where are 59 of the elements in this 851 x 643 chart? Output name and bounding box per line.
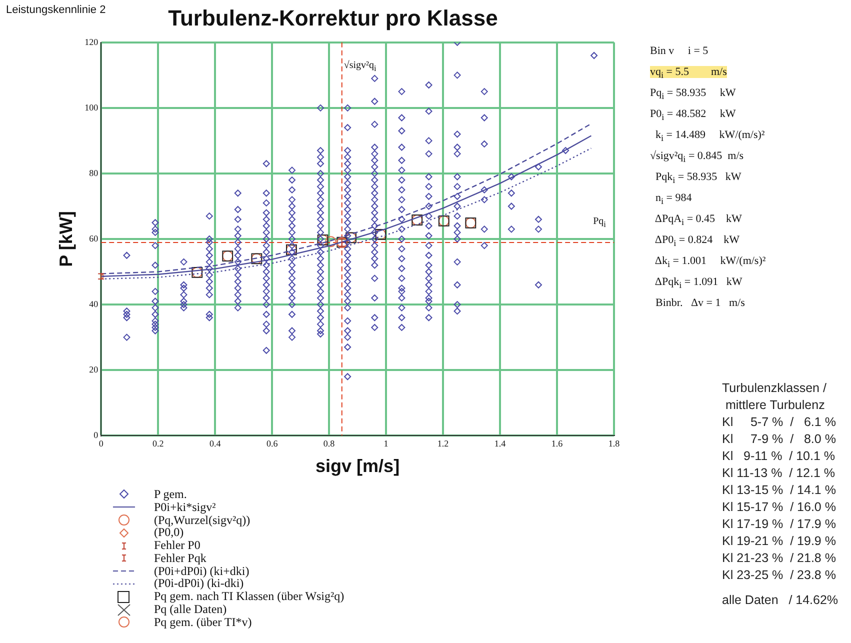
x-tick-label: 1.4 <box>494 438 506 448</box>
y-axis-title: P [kW] <box>56 211 76 267</box>
y-tick-label: 100 <box>84 102 99 112</box>
x-axis-title: sigv [m/s] <box>316 456 400 476</box>
y-tick-label: 20 <box>89 364 99 374</box>
x-tick-label: 1.8 <box>608 438 620 448</box>
y-tick-label: 120 <box>84 36 99 47</box>
legend-label: (P0i+dP0i) (ki+dki) <box>154 564 250 578</box>
legend-label: P gem. <box>154 486 187 502</box>
text: n$_{i}$ = 984 <box>654 191 693 208</box>
legend-label: Fehler Pqk <box>154 550 206 566</box>
legend-label: Pq (alle Daten) <box>154 602 227 618</box>
x-tick-label: 0.8 <box>323 438 336 448</box>
text: Kl 7-9 % / 8.0 % <box>722 431 837 448</box>
x-tick-label: 1.2 <box>437 438 449 448</box>
y-tick-label: 40 <box>89 298 99 309</box>
y-tick-label: 60 <box>89 233 99 244</box>
x-tick-label: 1.6 <box>551 438 564 448</box>
text: Kl 19-21 % / 19.9 % <box>722 533 837 550</box>
text: Kl 23-25 % / 23.8 % <box>722 567 837 584</box>
ref-line-label: Pq$_{i}$ <box>593 216 606 230</box>
text: Pqk$_{i}$ = 58.935 kW <box>654 170 742 188</box>
text: Turbulenzklassen / <box>722 380 828 397</box>
text: ΔP0$_{i}$ = 0.824 kW <box>654 233 740 250</box>
text: Kl 17-19 % / 17.9 % <box>722 516 837 533</box>
x-tick-label: 1 <box>384 438 388 448</box>
text: Δk$_{i}$ = 1.001 kW/(m/s)² <box>654 254 766 272</box>
text: ΔPqA$_{i}$ = 0.45 kW <box>654 212 743 230</box>
legend-label: (P0,0) <box>154 525 184 540</box>
text: k$_{i}$ = 14.489 kW/(m/s)² <box>654 128 766 146</box>
legend-label: (Pq,Wurzel(sigv²q)) <box>154 512 250 528</box>
legend-label: Fehler P0 <box>154 538 200 554</box>
legend-label: Pq gem. nach TI Klassen (über Wsig²q) <box>154 589 344 604</box>
text: Kl 5-7 % / 6.1 % <box>722 414 837 431</box>
y-tick-label: 80 <box>89 168 99 178</box>
legend-label: (P0i-dP0i) (ki-dki) <box>154 576 244 592</box>
chart-title: Turbulenz-Korrektur pro Klasse <box>168 5 498 30</box>
text: √sigv²q$_{i}$ = 0.845 m/s <box>650 149 745 166</box>
text: P0$_{i}$ = 48.582 kW <box>650 107 737 124</box>
text: vq$_{i}$ = 5.5 m/s <box>650 66 727 80</box>
text: mittlere Turbulenz <box>724 397 826 414</box>
text: Pq$_{i}$ = 58.935 kW <box>650 86 737 104</box>
legend-label: P0i+ki*sigv² <box>154 500 216 515</box>
text: alle Daten / 14.62% <box>722 592 838 609</box>
text: Kl 21-23 % / 21.8 % <box>722 550 837 567</box>
x-tick-label: 0.2 <box>152 438 164 448</box>
text: Bin v i = 5 <box>650 44 710 59</box>
text: Kl 13-15 % / 14.1 % <box>722 482 837 499</box>
text: ΔPqk$_{i}$ = 1.091 kW <box>654 275 744 292</box>
text: Leistungskennlinie 2 <box>6 4 106 16</box>
legend-label: Pq gem. (über TI*v) <box>154 614 252 630</box>
x-tick-label: 0.4 <box>209 438 222 448</box>
text: Kl 15-17 % / 16.0 % <box>722 499 837 516</box>
x-tick-label: 0.6 <box>266 438 278 448</box>
ref-line-label: √sigv²q$_{i}$ <box>344 60 376 74</box>
text: Kl 11-13 % / 12.1 % <box>722 465 836 482</box>
text: Kl 9-11 % / 10.1 % <box>722 448 836 465</box>
text: Binbr. Δv = 1 m/s <box>654 296 746 311</box>
y-tick-label: 0 <box>94 430 99 440</box>
